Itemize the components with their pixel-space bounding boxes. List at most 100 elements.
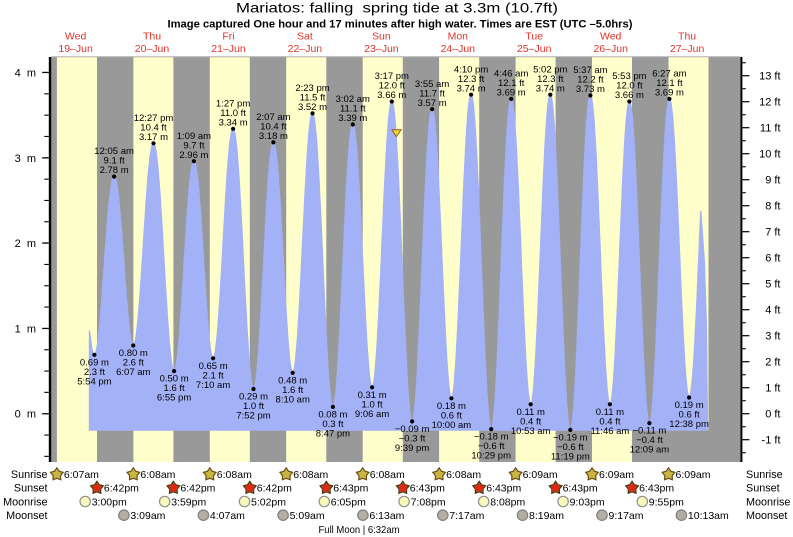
svg-text:5:02 pm: 5:02 pm <box>533 64 567 75</box>
svg-text:1:27 pm: 1:27 pm <box>216 98 250 109</box>
svg-text:0.18 m: 0.18 m <box>437 401 466 412</box>
svg-text:11.5 ft: 11.5 ft <box>300 93 326 104</box>
svg-text:2.96 m: 2.96 m <box>179 150 208 161</box>
svg-text:8:08pm: 8:08pm <box>490 496 525 508</box>
svg-text:5:37 am: 5:37 am <box>573 65 607 76</box>
svg-text:Sun: Sun <box>372 31 391 43</box>
svg-text:10.4 ft: 10.4 ft <box>140 122 167 133</box>
svg-text:4 ft: 4 ft <box>765 305 780 317</box>
svg-text:21–Jun: 21–Jun <box>211 43 246 55</box>
svg-text:27–Jun: 27–Jun <box>670 43 705 55</box>
svg-text:4:46 am: 4:46 am <box>494 69 528 80</box>
svg-text:10:53 am: 10:53 am <box>511 426 551 437</box>
svg-text:8 ft: 8 ft <box>765 201 780 213</box>
svg-text:5:53 pm: 5:53 pm <box>612 71 646 82</box>
svg-text:4 m: 4 m <box>15 68 36 80</box>
svg-text:5:09am: 5:09am <box>290 510 325 522</box>
svg-text:8:10 am: 8:10 am <box>276 394 310 405</box>
svg-text:11:19 pm: 11:19 pm <box>551 452 590 463</box>
svg-text:Image captured One hour and 17: Image captured One hour and 17 minutes a… <box>168 19 633 31</box>
svg-text:6:55 pm: 6:55 pm <box>157 393 191 404</box>
svg-text:6:08am: 6:08am <box>370 469 405 481</box>
svg-text:7:08pm: 7:08pm <box>411 496 446 508</box>
svg-text:0.6 ft: 0.6 ft <box>679 410 700 421</box>
svg-text:−0.18 m: −0.18 m <box>474 432 509 443</box>
svg-text:6:05pm: 6:05pm <box>331 496 366 508</box>
svg-text:Thu: Thu <box>678 31 696 43</box>
svg-text:9:03pm: 9:03pm <box>570 496 605 508</box>
svg-text:3.66 m: 3.66 m <box>615 90 644 101</box>
svg-text:3.74 m: 3.74 m <box>536 83 565 94</box>
svg-text:2:07 am: 2:07 am <box>256 112 290 123</box>
svg-text:3.69 m: 3.69 m <box>497 88 526 99</box>
svg-text:12:05 am: 12:05 am <box>94 146 134 157</box>
svg-text:9 ft: 9 ft <box>765 175 780 187</box>
svg-text:10.4 ft: 10.4 ft <box>260 122 287 133</box>
svg-text:6:43pm: 6:43pm <box>639 483 674 495</box>
svg-text:6:07am: 6:07am <box>64 469 99 481</box>
svg-text:13 ft: 13 ft <box>759 71 780 83</box>
svg-text:3:00pm: 3:00pm <box>92 496 127 508</box>
svg-text:6 ft: 6 ft <box>765 253 780 265</box>
svg-text:3.18 m: 3.18 m <box>259 131 288 142</box>
svg-text:12.0 ft: 12.0 ft <box>616 81 643 92</box>
svg-text:5 ft: 5 ft <box>765 279 780 291</box>
svg-text:9.1 ft: 9.1 ft <box>104 156 125 167</box>
svg-text:−0.4 ft: −0.4 ft <box>636 435 663 446</box>
svg-text:0 ft: 0 ft <box>765 409 780 421</box>
svg-text:6:42pm: 6:42pm <box>257 483 292 495</box>
svg-text:Mon: Mon <box>448 31 469 43</box>
svg-text:3:09am: 3:09am <box>130 510 165 522</box>
svg-text:8:19am: 8:19am <box>529 510 564 522</box>
svg-text:Moonset: Moonset <box>6 510 47 522</box>
svg-text:11 ft: 11 ft <box>760 123 781 135</box>
svg-text:3 m: 3 m <box>15 153 36 165</box>
svg-text:6:09am: 6:09am <box>676 469 711 481</box>
svg-text:−0.3 ft: −0.3 ft <box>399 434 426 445</box>
svg-text:1:09 am: 1:09 am <box>177 131 211 142</box>
svg-text:4:10 pm: 4:10 pm <box>454 64 488 75</box>
svg-text:3.52 m: 3.52 m <box>298 102 327 113</box>
svg-text:3:02 am: 3:02 am <box>336 94 370 105</box>
svg-text:Tue: Tue <box>525 31 543 43</box>
svg-text:12:09 am: 12:09 am <box>630 445 670 456</box>
svg-text:3.34 m: 3.34 m <box>219 117 248 128</box>
svg-text:6:07 am: 6:07 am <box>116 367 150 378</box>
svg-text:Wed: Wed <box>600 31 622 43</box>
svg-text:9:55pm: 9:55pm <box>649 496 684 508</box>
svg-text:11:46 am: 11:46 am <box>590 426 629 437</box>
svg-text:8:47 pm: 8:47 pm <box>316 429 350 440</box>
svg-text:0.29 m: 0.29 m <box>239 392 268 403</box>
svg-text:12.2 ft: 12.2 ft <box>577 75 604 86</box>
svg-text:12 ft: 12 ft <box>759 97 780 109</box>
svg-text:6:42pm: 6:42pm <box>104 483 139 495</box>
svg-text:3:59pm: 3:59pm <box>171 496 206 508</box>
svg-text:9:39 pm: 9:39 pm <box>395 443 429 454</box>
svg-text:Full Moon | 6:32am: Full Moon | 6:32am <box>319 524 400 536</box>
svg-text:Sunset: Sunset <box>14 483 48 495</box>
svg-text:3.73 m: 3.73 m <box>576 84 605 95</box>
svg-text:−0.6 ft: −0.6 ft <box>557 442 584 453</box>
svg-text:10:13am: 10:13am <box>688 510 729 522</box>
svg-text:6:08am: 6:08am <box>293 469 328 481</box>
svg-text:3.66 m: 3.66 m <box>377 90 406 101</box>
svg-text:0.4 ft: 0.4 ft <box>599 416 620 427</box>
svg-text:4:07am: 4:07am <box>210 510 245 522</box>
svg-text:3:17 pm: 3:17 pm <box>375 71 409 82</box>
svg-text:7:10 am: 7:10 am <box>196 380 230 391</box>
svg-text:19–Jun: 19–Jun <box>58 43 93 55</box>
svg-text:20–Jun: 20–Jun <box>135 43 170 55</box>
svg-text:Moonrise: Moonrise <box>746 496 790 508</box>
svg-text:3.57 m: 3.57 m <box>418 98 447 109</box>
svg-text:Wed: Wed <box>65 31 87 43</box>
svg-text:6:09am: 6:09am <box>599 469 634 481</box>
svg-text:0.48 m: 0.48 m <box>278 375 307 386</box>
svg-text:11.1 ft: 11.1 ft <box>340 104 366 115</box>
svg-text:6:27 am: 6:27 am <box>652 69 686 80</box>
svg-text:9:17am: 9:17am <box>609 510 644 522</box>
svg-text:1.6 ft: 1.6 ft <box>164 383 185 394</box>
svg-text:2.1 ft: 2.1 ft <box>203 370 224 381</box>
svg-text:3.69 m: 3.69 m <box>655 88 684 99</box>
svg-text:5:02pm: 5:02pm <box>251 496 286 508</box>
svg-text:2.78 m: 2.78 m <box>100 165 129 176</box>
